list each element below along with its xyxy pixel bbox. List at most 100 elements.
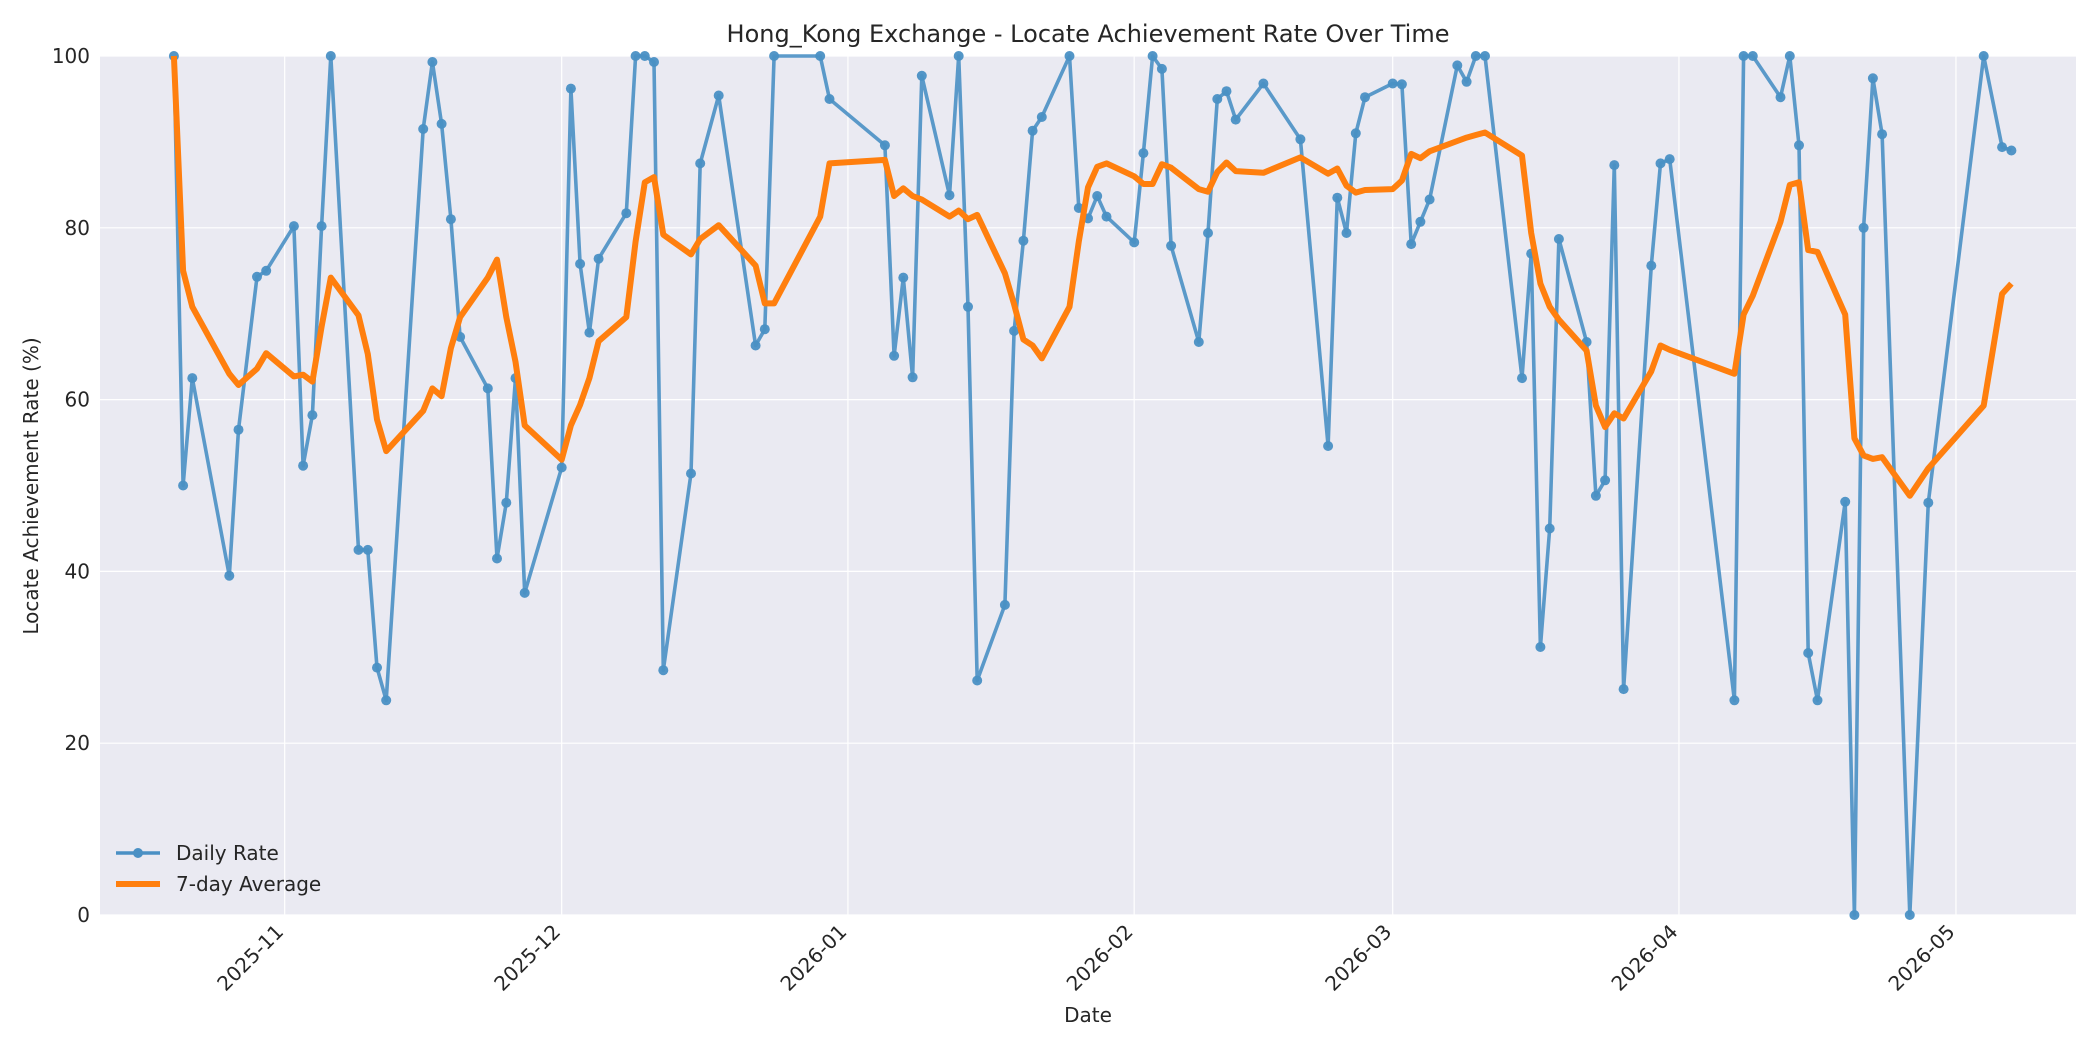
daily-rate-point xyxy=(1129,237,1140,248)
daily-rate-point xyxy=(565,83,576,94)
y-tick-label: 40 xyxy=(65,559,90,583)
daily-rate-point xyxy=(713,90,724,101)
daily-rate-point xyxy=(1018,235,1029,246)
legend-label-7-day-average: 7-day Average xyxy=(176,872,321,896)
daily-rate-point xyxy=(649,57,659,67)
daily-rate-point xyxy=(1849,910,1860,920)
daily-rate-point xyxy=(381,695,392,706)
daily-rate-point xyxy=(658,665,669,676)
daily-rate-point xyxy=(1544,523,1555,534)
daily-rate-point xyxy=(1147,51,1158,61)
daily-rate-point xyxy=(1646,260,1657,271)
grid xyxy=(100,55,2076,916)
daily-rate-point xyxy=(252,271,262,282)
daily-rate-point xyxy=(1600,475,1611,486)
daily-rate-point xyxy=(372,662,382,673)
daily-rate-point xyxy=(759,324,770,335)
daily-rate-point xyxy=(1775,92,1786,103)
daily-rate-point xyxy=(1332,192,1343,203)
daily-rate-point xyxy=(1480,51,1490,61)
daily-rate-point xyxy=(695,158,706,169)
daily-rate-point xyxy=(769,51,780,61)
daily-rate-point xyxy=(1387,78,1398,89)
daily-rate-point xyxy=(556,462,567,473)
daily-rate-point xyxy=(1295,134,1306,145)
daily-rate-point xyxy=(353,544,364,555)
daily-rate-point xyxy=(907,372,918,383)
daily-rate-point xyxy=(316,221,327,232)
daily-rate-point xyxy=(621,208,632,219)
daily-rate-point xyxy=(1452,60,1463,71)
daily-rate-point xyxy=(1867,73,1878,84)
daily-rate-point xyxy=(1424,194,1435,205)
daily-rate-point xyxy=(750,340,761,351)
daily-rate-point xyxy=(1350,128,1361,139)
daily-rate-point xyxy=(1664,154,1675,165)
daily-rate-point xyxy=(999,599,1010,610)
daily-rate-point xyxy=(418,124,429,134)
daily-rate-point xyxy=(1461,76,1472,87)
daily-rate-point xyxy=(187,373,198,384)
daily-rate-point xyxy=(584,327,595,338)
daily-rate-point xyxy=(1064,51,1075,61)
daily-rate-point xyxy=(1036,112,1047,122)
daily-rate-point xyxy=(630,51,641,61)
daily-rate-point xyxy=(1323,441,1334,451)
daily-rate-point xyxy=(575,258,586,269)
daily-rate-point xyxy=(1517,373,1527,384)
daily-rate-point xyxy=(178,480,189,491)
daily-rate-point xyxy=(1997,142,2008,153)
daily-rate-point xyxy=(1655,158,1666,169)
daily-rate-point xyxy=(1203,228,1213,238)
daily-rate-point xyxy=(298,460,309,471)
daily-rate-point xyxy=(1553,234,1564,244)
daily-rate-point xyxy=(1784,51,1795,61)
daily-rate-point xyxy=(288,221,299,232)
daily-rate-point xyxy=(879,140,890,151)
y-tick-label: 0 xyxy=(77,903,90,927)
y-tick-label: 80 xyxy=(65,216,90,240)
daily-rate-point xyxy=(1258,78,1269,89)
daily-rate-point xyxy=(427,57,438,67)
daily-rate-point xyxy=(436,118,447,129)
daily-rate-point xyxy=(1904,910,1915,920)
daily-rate-point xyxy=(1535,642,1546,652)
y-axis: 0 20 40 60 80 100 xyxy=(52,44,90,927)
y-tick-label: 60 xyxy=(65,388,90,412)
daily-rate-point xyxy=(1609,160,1620,171)
daily-rate-point xyxy=(1415,216,1426,227)
daily-rate-point xyxy=(1406,239,1417,250)
daily-rate-point xyxy=(1009,325,1020,336)
daily-rate-point xyxy=(593,253,604,264)
daily-rate-point xyxy=(224,570,235,581)
daily-rate-point xyxy=(1877,129,1888,140)
daily-rate-point xyxy=(1396,79,1407,90)
daily-rate-point xyxy=(261,265,272,276)
y-tick-label: 20 xyxy=(65,731,90,755)
daily-rate-point xyxy=(898,272,909,283)
daily-rate-point xyxy=(1812,695,1823,706)
legend: Daily Rate 7-day Average xyxy=(116,841,321,896)
daily-rate-point xyxy=(1618,684,1629,695)
daily-rate-point xyxy=(519,587,530,598)
daily-rate-point xyxy=(445,214,456,225)
daily-rate-point xyxy=(1156,63,1167,74)
series-layer xyxy=(168,51,2017,920)
y-axis-label: Locate Achievement Rate (%) xyxy=(19,337,43,634)
daily-rate-point xyxy=(1858,222,1869,233)
daily-rate-point xyxy=(1101,211,1112,222)
daily-rate-point xyxy=(916,70,927,81)
daily-rate-point xyxy=(1360,92,1370,103)
daily-rate-point xyxy=(815,51,826,61)
daily-rate-point xyxy=(1840,496,1851,507)
daily-rate-point xyxy=(2006,145,2017,156)
daily-rate-point xyxy=(963,301,973,312)
daily-rate-point xyxy=(233,424,244,435)
daily-rate-point xyxy=(325,51,336,61)
legend-label-daily-rate: Daily Rate xyxy=(176,841,279,865)
daily-rate-point xyxy=(1747,51,1758,61)
daily-rate-point xyxy=(1092,191,1103,201)
daily-rate-point xyxy=(307,410,318,421)
daily-rate-point xyxy=(1027,125,1038,136)
